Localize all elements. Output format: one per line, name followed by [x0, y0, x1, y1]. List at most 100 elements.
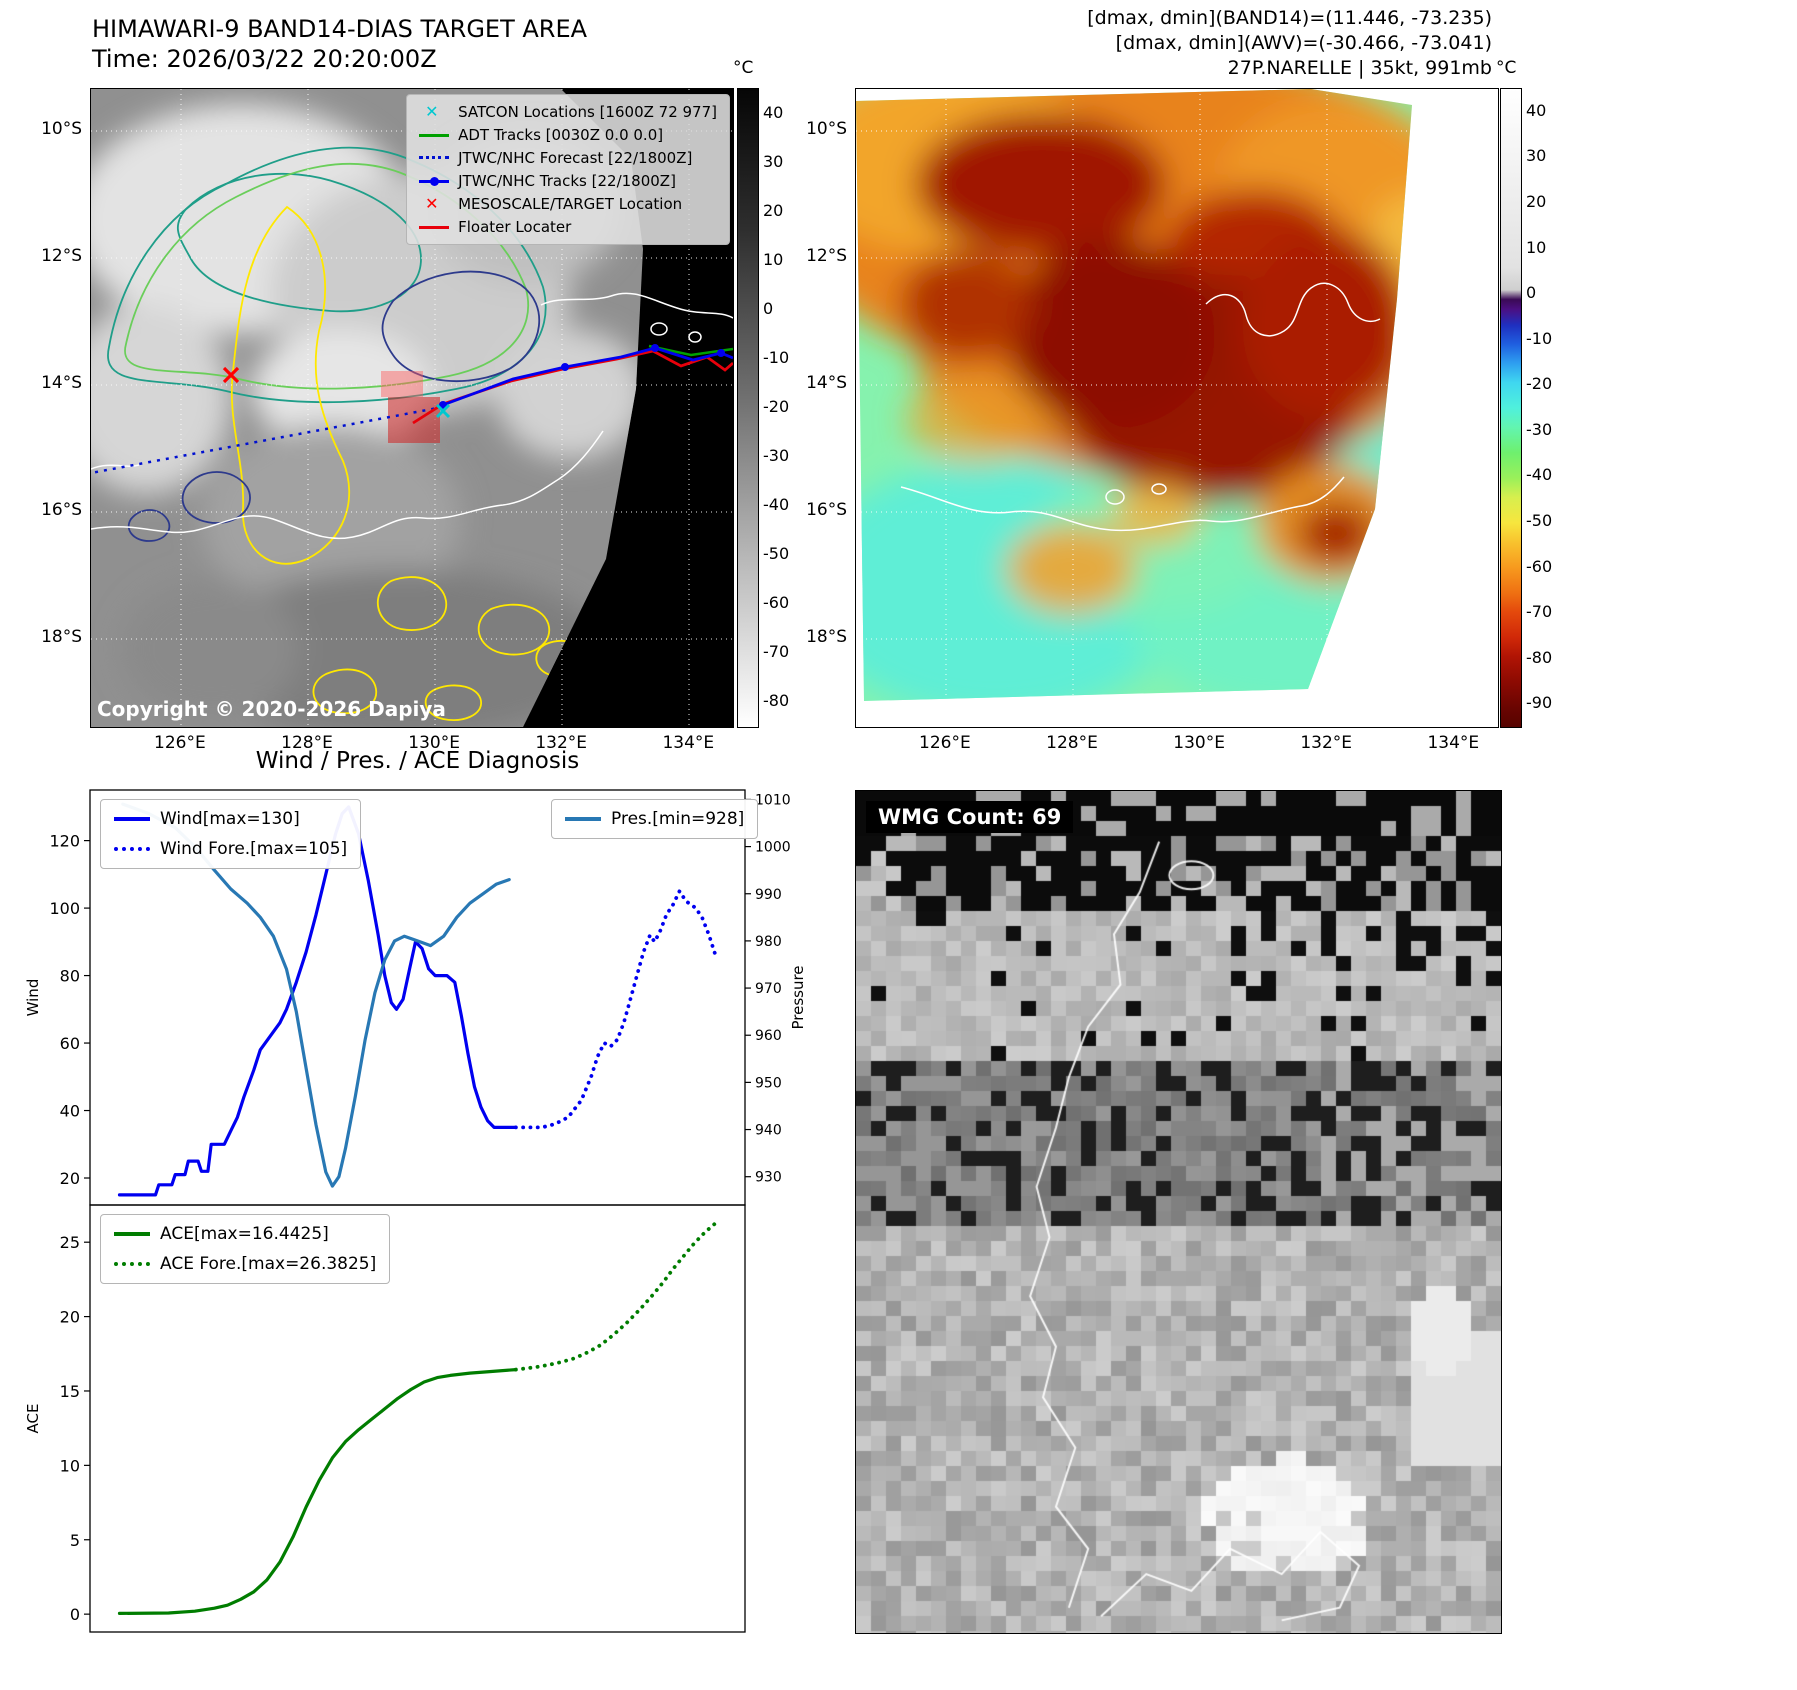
- tick-label: 120: [49, 832, 80, 851]
- tl-lat-label: 18°S: [41, 626, 82, 647]
- jtwc-forecast-track: [91, 405, 444, 475]
- tl-colorbar-tick: -50: [763, 544, 790, 564]
- legend-label: MESOSCALE/TARGET Location: [458, 195, 683, 213]
- y-axis-label: ACE: [24, 1404, 42, 1434]
- legend-label: ADT Tracks [0030Z 0.0 0.0]: [458, 126, 664, 144]
- tl-colorbar-tick: 0: [763, 298, 774, 318]
- coastline: [900, 282, 1381, 532]
- mesoscale-x-icon: ✕: [425, 194, 439, 213]
- tr-colorbar-tick: -60: [1526, 556, 1553, 576]
- pressure-legend: Pres.[min=928]: [551, 799, 759, 839]
- series-line: [117, 1368, 518, 1615]
- wmg-map: WMG Count: 69: [855, 790, 1502, 1634]
- tl-lon-label: 126°E: [154, 733, 206, 753]
- tl-colorbar-tick: 20: [763, 200, 784, 220]
- pressure-legend-item: Pres.[min=928]: [565, 809, 744, 829]
- copyright-watermark: Copyright © 2020-2026 Dapiya: [97, 697, 446, 721]
- tr-colorbar-tick: -10: [1526, 328, 1553, 348]
- tick-label: 80: [60, 967, 80, 986]
- mesoscale-target-marker-icon: [222, 366, 240, 384]
- tr-awv-map: [855, 88, 1499, 728]
- legend-label: Wind[max=130]: [160, 809, 300, 829]
- tr-lat-label: 14°S: [806, 373, 847, 394]
- tr-lon-label: 130°E: [1173, 733, 1225, 753]
- tick-label: 950: [755, 1075, 782, 1091]
- tl-lat-label: 12°S: [41, 246, 82, 267]
- legend-item-mesoscale: ✕ MESOSCALE/TARGET Location: [419, 194, 717, 213]
- tr-colorbar-unit: °C: [1496, 58, 1517, 78]
- ace-legend-item: ACE[max=16.4425]: [114, 1224, 376, 1244]
- tr-lat-label: 18°S: [806, 626, 847, 647]
- tl-colorbar-tick: -30: [763, 446, 790, 466]
- tl-colorbar-tick: -40: [763, 495, 790, 515]
- satcon-marker-icon: [435, 403, 451, 419]
- tr-lon-label: 132°E: [1300, 733, 1353, 753]
- temperature-contours: [107, 146, 584, 721]
- tr-colorbar: [1500, 88, 1522, 728]
- tick-label: 1000: [755, 840, 791, 856]
- legend-label: Pres.[min=928]: [611, 809, 745, 829]
- tick-label: 970: [755, 981, 782, 997]
- tr-header-block: [dmax, dmin](BAND14)=(11.446, -73.235) […: [900, 6, 1492, 81]
- tr-colorbar-tick: -30: [1526, 419, 1553, 439]
- diagnosis-section-title: Wind / Pres. / ACE Diagnosis: [255, 748, 580, 774]
- tr-lon-label: 134°E: [1427, 733, 1480, 753]
- series-line: [513, 889, 718, 1130]
- tick-label: 40: [60, 1102, 80, 1121]
- tl-lat-label: 16°S: [41, 499, 82, 520]
- tl-colorbar-tick: 40: [763, 102, 784, 122]
- tr-colorbar-tick: -70: [1526, 602, 1553, 622]
- tl-title: HIMAWARI-9 BAND14-DIAS TARGET AREA: [92, 15, 588, 43]
- wmg-count-badge: WMG Count: 69: [866, 801, 1074, 833]
- wind-line-icon: [114, 817, 150, 821]
- tl-colorbar-tick: 10: [763, 249, 784, 269]
- legend-label: ACE[max=16.4425]: [160, 1224, 329, 1244]
- tick-label: 990: [755, 887, 782, 903]
- tl-lon-label: 130°E: [408, 733, 460, 753]
- tl-satellite-map: ✕ SATCON Locations [1600Z 72 977] ADT Tr…: [90, 88, 734, 728]
- wind-forecast-legend-item: Wind Fore.[max=105]: [114, 839, 347, 859]
- tl-colorbar: [737, 88, 759, 728]
- wind-legend-item: Wind[max=130]: [114, 809, 347, 829]
- target-area-box: [381, 371, 423, 397]
- ace-forecast-dotted-icon: [114, 1262, 150, 1266]
- coastline: [91, 292, 733, 540]
- tick-label: 20: [60, 1308, 80, 1327]
- ace-legend: ACE[max=16.4425] ACE Fore.[max=26.3825]: [100, 1214, 391, 1284]
- tl-colorbar-tick: -60: [763, 593, 790, 613]
- awv-color-field: [856, 89, 1412, 701]
- tick-label: 60: [60, 1034, 80, 1053]
- legend-label: ACE Fore.[max=26.3825]: [160, 1254, 377, 1274]
- tick-label: 960: [755, 1028, 782, 1044]
- tr-colorbar-tick: -20: [1526, 374, 1553, 394]
- tr-colorbar-tick: 10: [1526, 237, 1547, 257]
- tick-label: 100: [49, 899, 80, 918]
- wmg-pixel-image: [856, 791, 1501, 1633]
- tl-colorbar-tick: -70: [763, 642, 790, 662]
- tl-colorbar-unit: °C: [733, 58, 754, 78]
- tl-title-block: HIMAWARI-9 BAND14-DIAS TARGET AREA Time:…: [92, 14, 587, 74]
- tr-colorbar-tick: 20: [1526, 191, 1547, 211]
- ace-line-icon: [114, 1232, 150, 1236]
- tr-lat-label: 16°S: [806, 499, 847, 520]
- legend-item-adt: ADT Tracks [0030Z 0.0 0.0]: [419, 126, 717, 144]
- tl-lon-label: 128°E: [281, 733, 333, 753]
- legend-item-forecast: JTWC/NHC Forecast [22/1800Z]: [419, 149, 717, 167]
- legend-item-jtwc-track: JTWC/NHC Tracks [22/1800Z]: [419, 172, 717, 190]
- tl-lat-label: 10°S: [41, 119, 82, 140]
- series-line: [513, 1219, 720, 1372]
- tick-label: 0: [70, 1605, 80, 1624]
- tl-colorbar-tick: 30: [763, 151, 784, 171]
- latlon-grid: [856, 89, 1498, 727]
- adt-line-icon: [419, 127, 450, 143]
- pressure-line-icon: [565, 817, 601, 821]
- jtwc-line-dot-icon: [419, 173, 450, 189]
- tick-label: 940: [755, 1123, 782, 1139]
- tr-colorbar-tick: -40: [1526, 465, 1553, 485]
- wind-legend: Wind[max=130] Wind Fore.[max=105]: [100, 799, 362, 869]
- tick-label: 20: [60, 1169, 80, 1188]
- legend-label: SATCON Locations [1600Z 72 977]: [458, 103, 717, 121]
- tl-lon-label: 132°E: [535, 733, 588, 753]
- legend-label: Floater Locater: [458, 218, 572, 236]
